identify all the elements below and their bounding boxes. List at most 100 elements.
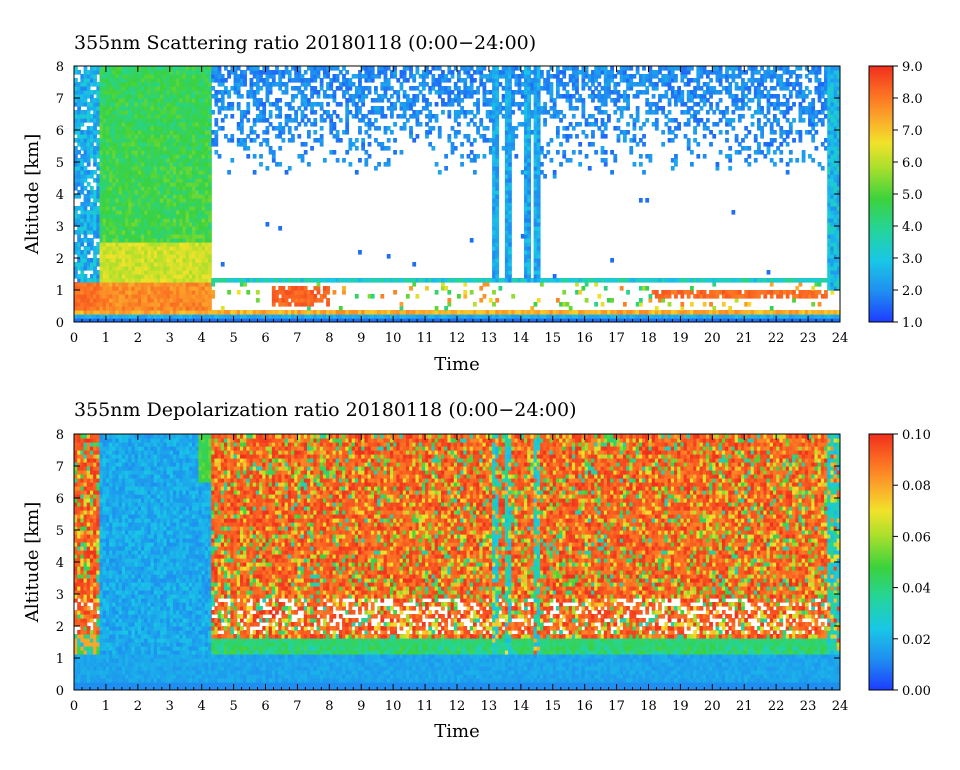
heatmap-cell [144,274,149,279]
heatmap-cell [217,98,222,103]
heatmap-cell [504,162,509,167]
heatmap-cell [109,98,113,103]
heatmap-cell [156,186,161,191]
heatmap-cell [198,186,203,191]
heatmap-cell [386,162,391,167]
heatmap-cell [492,78,496,83]
heatmap-cell [271,150,276,155]
heatmap-cell [383,78,388,83]
heatmap-cell [150,214,155,219]
heatmap-cell [134,262,139,267]
heatmap-cell [367,74,372,79]
heatmap-cell [306,66,311,71]
heatmap-cell [93,130,97,135]
heatmap-cell [584,298,589,303]
heatmap-cell [469,314,474,319]
heatmap-cell [377,94,381,99]
heatmap-cell [166,118,171,123]
heatmap-cell [603,70,608,75]
heatmap-cell [444,314,449,319]
heatmap-cell [121,110,126,115]
heatmap-cell [303,106,308,111]
heatmap-cell [524,110,528,115]
heatmap-cell [479,314,484,319]
heatmap-cell [179,138,184,143]
heatmap-cell [431,74,436,79]
heatmap-cell [421,310,426,315]
heatmap-cell [163,106,168,111]
heatmap-cell [559,118,563,123]
heatmap-cell [281,318,286,322]
heatmap-cell [150,222,155,227]
heatmap-cell [121,126,126,131]
heatmap-cell [539,70,544,75]
heatmap-cell [102,146,107,151]
heatmap-cell [121,146,126,151]
heatmap-cell [169,302,174,307]
heatmap-cell [99,122,104,127]
heatmap-cell [536,198,541,203]
heatmap-cell [83,250,88,255]
heatmap-cell [198,170,203,175]
heatmap-cell [86,238,91,243]
heatmap-cell [144,226,149,231]
heatmap-cell [188,98,193,103]
heatmap-cell [524,118,528,123]
heatmap-cell [329,78,334,83]
heatmap-cell [252,102,257,107]
heatmap-cell [115,174,120,179]
heatmap-cell [287,302,292,307]
heatmap-cell [74,78,78,83]
heatmap-cell [201,150,206,155]
heatmap-cell [495,78,500,83]
heatmap-cell [310,318,314,322]
heatmap-cell [112,210,117,215]
heatmap-cell [348,278,353,283]
heatmap-cell [77,230,81,235]
heatmap-cell [93,170,97,175]
heatmap-cell [176,282,180,287]
heatmap-cell [172,66,177,71]
heatmap-cell [83,66,88,71]
heatmap-cell [233,318,238,322]
heatmap-cell [610,74,614,79]
heatmap-cell [176,218,180,223]
heatmap-cell [271,102,276,107]
heatmap-cell [571,94,576,99]
heatmap-cell [179,154,184,159]
heatmap-cell [297,74,302,79]
heatmap-cell [188,234,193,239]
heatmap-cell [74,154,78,159]
heatmap-cell [118,214,123,219]
heatmap-cell [303,114,308,119]
heatmap-cell [374,90,378,95]
heatmap-cell [616,70,621,75]
heatmap-cell [163,234,168,239]
heatmap-cell [118,310,123,315]
heatmap-cell [131,74,136,79]
heatmap-cell [597,94,602,99]
heatmap-cell [214,98,219,103]
heatmap-cell [208,250,212,255]
heatmap-cell [396,98,401,103]
heatmap-cell [204,202,209,207]
heatmap-cell [115,262,120,267]
heatmap-cell [201,274,206,279]
heatmap-cell [118,238,123,243]
heatmap-cell [182,210,187,215]
heatmap-cell [345,130,350,135]
heatmap-cell [128,126,133,131]
heatmap-cell [239,310,244,315]
heatmap-cell [147,122,152,127]
heatmap-cell [472,102,477,107]
heatmap-cell [431,314,436,319]
heatmap-cell [80,242,85,247]
heatmap-cell [584,318,589,322]
heatmap-cell [125,86,129,91]
heatmap-cell [358,94,362,99]
heatmap-cell [182,98,187,103]
heatmap-cell [533,238,538,243]
heatmap-cell [536,206,541,211]
heatmap-cell [265,130,270,135]
heatmap-cell [482,90,487,95]
